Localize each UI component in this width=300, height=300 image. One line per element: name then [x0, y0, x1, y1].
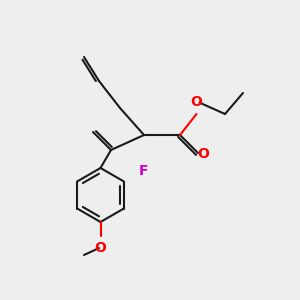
Text: F: F: [139, 164, 149, 178]
Text: O: O: [190, 94, 202, 109]
Text: O: O: [94, 241, 106, 255]
Text: O: O: [197, 148, 209, 161]
